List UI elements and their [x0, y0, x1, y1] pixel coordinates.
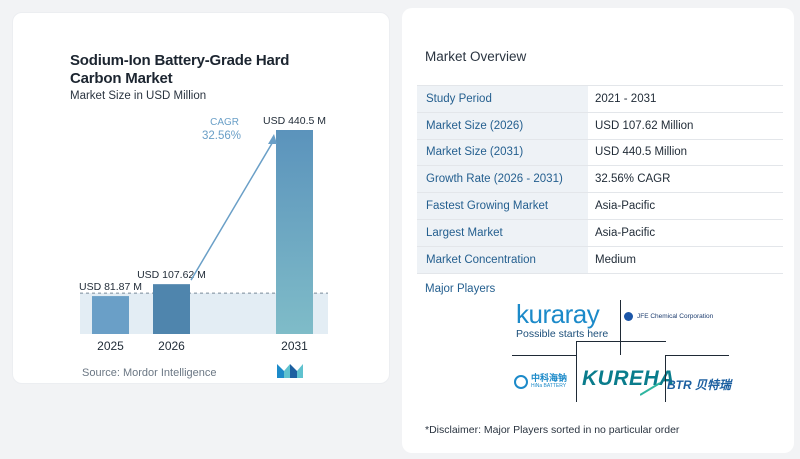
- source-note: Source: Mordor Intelligence: [82, 367, 217, 379]
- overview-row-value: Medium: [588, 246, 783, 274]
- btr-logo: BTR 贝特瑞: [667, 378, 731, 392]
- kuraray-wordmark: kuraray: [516, 299, 600, 329]
- jfe-wordmark: JFE Chemical Corporation: [637, 313, 714, 320]
- kureha-logo: KUREHA: [582, 367, 675, 390]
- overview-row-value: USD 107.62 Million: [588, 112, 783, 140]
- hina-icon: [514, 374, 528, 389]
- overview-row-label: Market Size (2026): [417, 112, 588, 140]
- x-tick-label-2026: 2026: [158, 339, 185, 353]
- bar-2025: [92, 296, 129, 334]
- bar-value-label-2026: USD 107.62 M: [137, 269, 206, 281]
- overview-row-label: Market Size (2031): [417, 139, 588, 167]
- hina-battery-logo: 中科海钠 HiNa BATTERY: [514, 374, 567, 389]
- disclaimer: *Disclaimer: Major Players sorted in no …: [425, 424, 680, 436]
- jfe-logo: JFE Chemical Corporation: [624, 312, 713, 321]
- overview-row: Largest Market Asia-Pacific: [417, 219, 783, 247]
- overview-row-label: Fastest Growing Market: [417, 192, 588, 220]
- chart-subtitle: Market Size in USD Million: [70, 90, 207, 102]
- chart-title: Sodium-Ion Battery-Grade Hard Carbon Mar…: [70, 52, 290, 87]
- bar-value-label-2031: USD 440.5 M: [263, 115, 326, 127]
- kuraray-logo: kuraray Possible starts here: [516, 301, 608, 340]
- hina-wordmark: 中科海钠: [531, 373, 568, 383]
- overview-row-value: Asia-Pacific: [588, 219, 783, 247]
- bar-value-label-2025: USD 81.87 M: [79, 281, 142, 293]
- overview-row: Growth Rate (2026 - 2031) 32.56% CAGR: [417, 165, 783, 194]
- kuraray-tagline: Possible starts here: [516, 328, 609, 340]
- overview-row: Market Concentration Medium: [417, 246, 783, 274]
- players-divider-vertical-2: [576, 342, 577, 402]
- cagr-value: 32.56%: [202, 130, 241, 142]
- players-divider-left: [512, 355, 576, 356]
- overview-row: Market Size (2026) USD 107.62 Million: [417, 112, 783, 140]
- overview-title: Market Overview: [425, 49, 527, 64]
- overview-row-value: 32.56% CAGR: [588, 165, 783, 194]
- bar-chart: USD 81.87 M 2025 USD 107.62 M 2026 USD 440.5…: [79, 115, 328, 353]
- overview-row-label: Market Concentration: [417, 246, 588, 274]
- major-players-title: Major Players: [425, 283, 496, 295]
- overview-row-value: USD 440.5 Million: [588, 139, 783, 167]
- x-tick-label-2031: 2031: [281, 339, 308, 353]
- overview-row: Fastest Growing Market Asia-Pacific: [417, 192, 783, 220]
- overview-row-label: Study Period: [417, 85, 588, 113]
- hina-subtext: HiNa BATTERY: [531, 383, 567, 389]
- overview-row: Study Period 2021 - 2031: [417, 85, 783, 113]
- bar-2031: [276, 130, 313, 334]
- cagr-arrow-head: [268, 134, 277, 144]
- x-tick-label-2025: 2025: [97, 339, 124, 353]
- market-overview-table: Study Period 2021 - 2031 Market Size (2026…: [417, 85, 783, 274]
- overview-row-value: 2021 - 2031: [588, 85, 783, 113]
- overview-row-label: Largest Market: [417, 219, 588, 247]
- bar-2026: [153, 284, 190, 334]
- overview-row-value: Asia-Pacific: [588, 192, 783, 220]
- mordor-intelligence-logo: [277, 364, 303, 378]
- overview-row: Market Size (2031) USD 440.5 Million: [417, 139, 783, 167]
- kureha-swoosh-icon: [640, 382, 661, 396]
- players-divider-vertical-1: [620, 300, 621, 355]
- players-divider-right: [665, 355, 729, 356]
- players-divider-top: [576, 341, 666, 342]
- cagr-arrow-line: [190, 139, 275, 281]
- players-divider-vertical-3: [665, 355, 666, 402]
- overview-row-label: Growth Rate (2026 - 2031): [417, 165, 588, 194]
- jfe-icon: [624, 312, 633, 321]
- cagr-label: CAGR: [210, 117, 239, 128]
